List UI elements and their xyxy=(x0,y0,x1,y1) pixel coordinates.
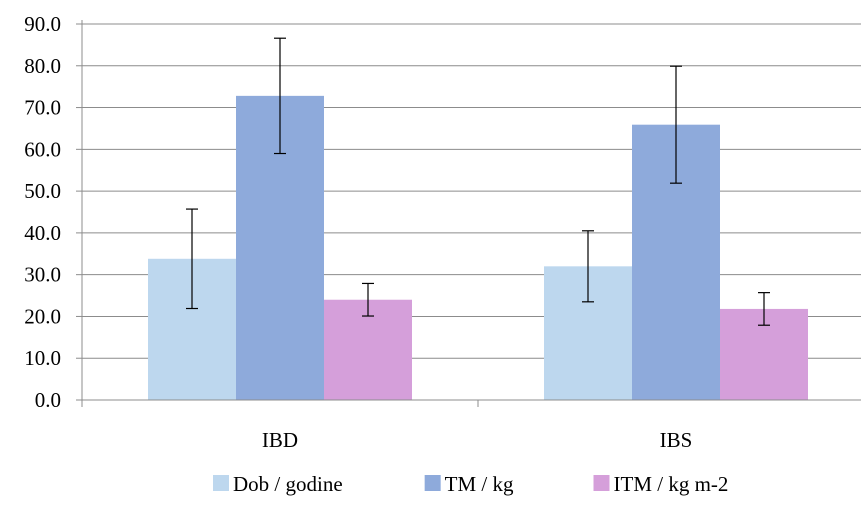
y-tick-label: 40.0 xyxy=(24,221,61,245)
y-tick-label: 30.0 xyxy=(24,263,61,287)
error-bars xyxy=(186,37,770,326)
y-tick-labels: 0.0 10.0 20.0 30.0 40.0 50.0 60.0 70.0 80.0 90.0 xyxy=(24,12,61,412)
axes xyxy=(76,20,861,407)
legend-swatch xyxy=(213,475,229,491)
legend-swatch xyxy=(424,475,441,491)
legend-swatch xyxy=(593,475,610,491)
y-tick-label: 10.0 xyxy=(24,346,61,370)
x-tick-label: IBS xyxy=(660,428,693,452)
y-tick-label: 70.0 xyxy=(24,96,61,120)
y-tick-label: 0.0 xyxy=(35,388,61,412)
y-tick-label: 50.0 xyxy=(24,179,61,203)
legend-item: ITM / kg m-2 xyxy=(593,472,729,496)
y-tick-label: 60.0 xyxy=(24,137,61,161)
legend-label: ITM / kg m-2 xyxy=(614,472,729,496)
legend-item: Dob / godine xyxy=(213,472,343,496)
y-tick-label: 20.0 xyxy=(24,304,61,328)
x-tick-label: IBD xyxy=(262,428,298,452)
x-tick-labels: IBD IBS xyxy=(262,428,692,452)
legend-item: TM / kg xyxy=(424,472,514,496)
bars xyxy=(148,95,808,400)
y-tick-label: 80.0 xyxy=(24,54,61,78)
legend: Dob / godine TM / kg ITM / kg m-2 xyxy=(213,472,728,496)
legend-label: TM / kg xyxy=(445,472,514,496)
legend-label: Dob / godine xyxy=(233,472,343,496)
y-tick-label: 90.0 xyxy=(24,12,61,36)
